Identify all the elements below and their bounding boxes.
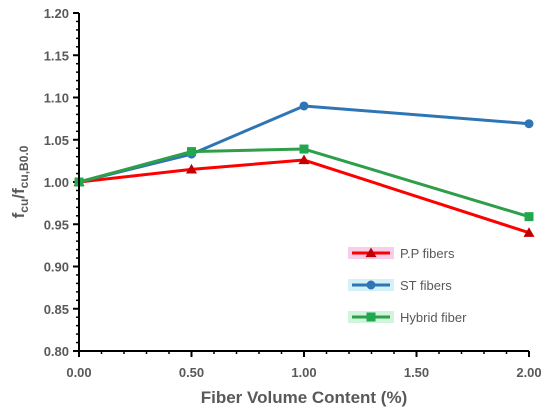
- y-tick-label: 0.90: [44, 260, 69, 275]
- legend-label: ST fibers: [400, 278, 452, 293]
- legend: P.P fibers ST fibers Hybrid fiber: [348, 246, 467, 325]
- series-line: [78, 158, 530, 235]
- y-axis-title-sub1: cu: [17, 199, 31, 213]
- data-point: [299, 144, 309, 154]
- legend-label: P.P fibers: [400, 246, 455, 261]
- x-axis-ticks: 0.00 0.50 1.00 1.50 2.00: [66, 351, 542, 380]
- x-tick-label: 0.50: [179, 365, 204, 380]
- x-tick-label: 1.50: [404, 365, 429, 380]
- legend-marker: [365, 247, 377, 258]
- data-point: [298, 154, 310, 165]
- data-point: [523, 227, 535, 237]
- series-layer: [73, 101, 535, 237]
- y-tick-label: 0.85: [44, 302, 69, 317]
- legend-item: P.P fibers: [348, 246, 455, 261]
- y-axis-title-main: f: [9, 212, 28, 218]
- x-tick-label: 1.00: [291, 365, 316, 380]
- legend-item: ST fibers: [348, 278, 452, 293]
- legend-marker: [366, 280, 376, 290]
- y-axis-title: fcu/fcu,B0.0: [9, 145, 31, 218]
- y-tick-label: 1.15: [44, 48, 69, 63]
- x-axis-title: Fiber Volume Content (%): [201, 388, 408, 407]
- legend-item: Hybrid fiber: [348, 310, 467, 325]
- y-tick-label: 0.80: [44, 344, 69, 359]
- legend-marker: [366, 312, 376, 322]
- data-point: [299, 101, 309, 111]
- y-tick-label: 0.95: [44, 217, 69, 232]
- y-axis-title-sep: /f: [9, 188, 28, 199]
- series-line: [78, 104, 530, 184]
- data-point: [187, 147, 196, 157]
- y-tick-label: 1.10: [44, 91, 69, 106]
- y-tick-label: 1.00: [44, 175, 69, 190]
- data-point: [524, 212, 534, 222]
- y-axis-ticks: 0.80 0.85 0.90 0.95 1.00 1.05 1.10 1.15 1.20: [44, 6, 79, 359]
- data-point: [524, 119, 534, 129]
- x-tick-label: 0.00: [66, 365, 91, 380]
- legend-label: Hybrid fiber: [400, 310, 467, 325]
- x-tick-label: 2.00: [516, 365, 541, 380]
- y-axis-title-sub2: cu,B0.0: [17, 145, 31, 188]
- y-tick-label: 1.20: [44, 6, 69, 21]
- y-tick-label: 1.05: [44, 133, 69, 148]
- series-line: [78, 147, 530, 219]
- data-point: [186, 163, 197, 174]
